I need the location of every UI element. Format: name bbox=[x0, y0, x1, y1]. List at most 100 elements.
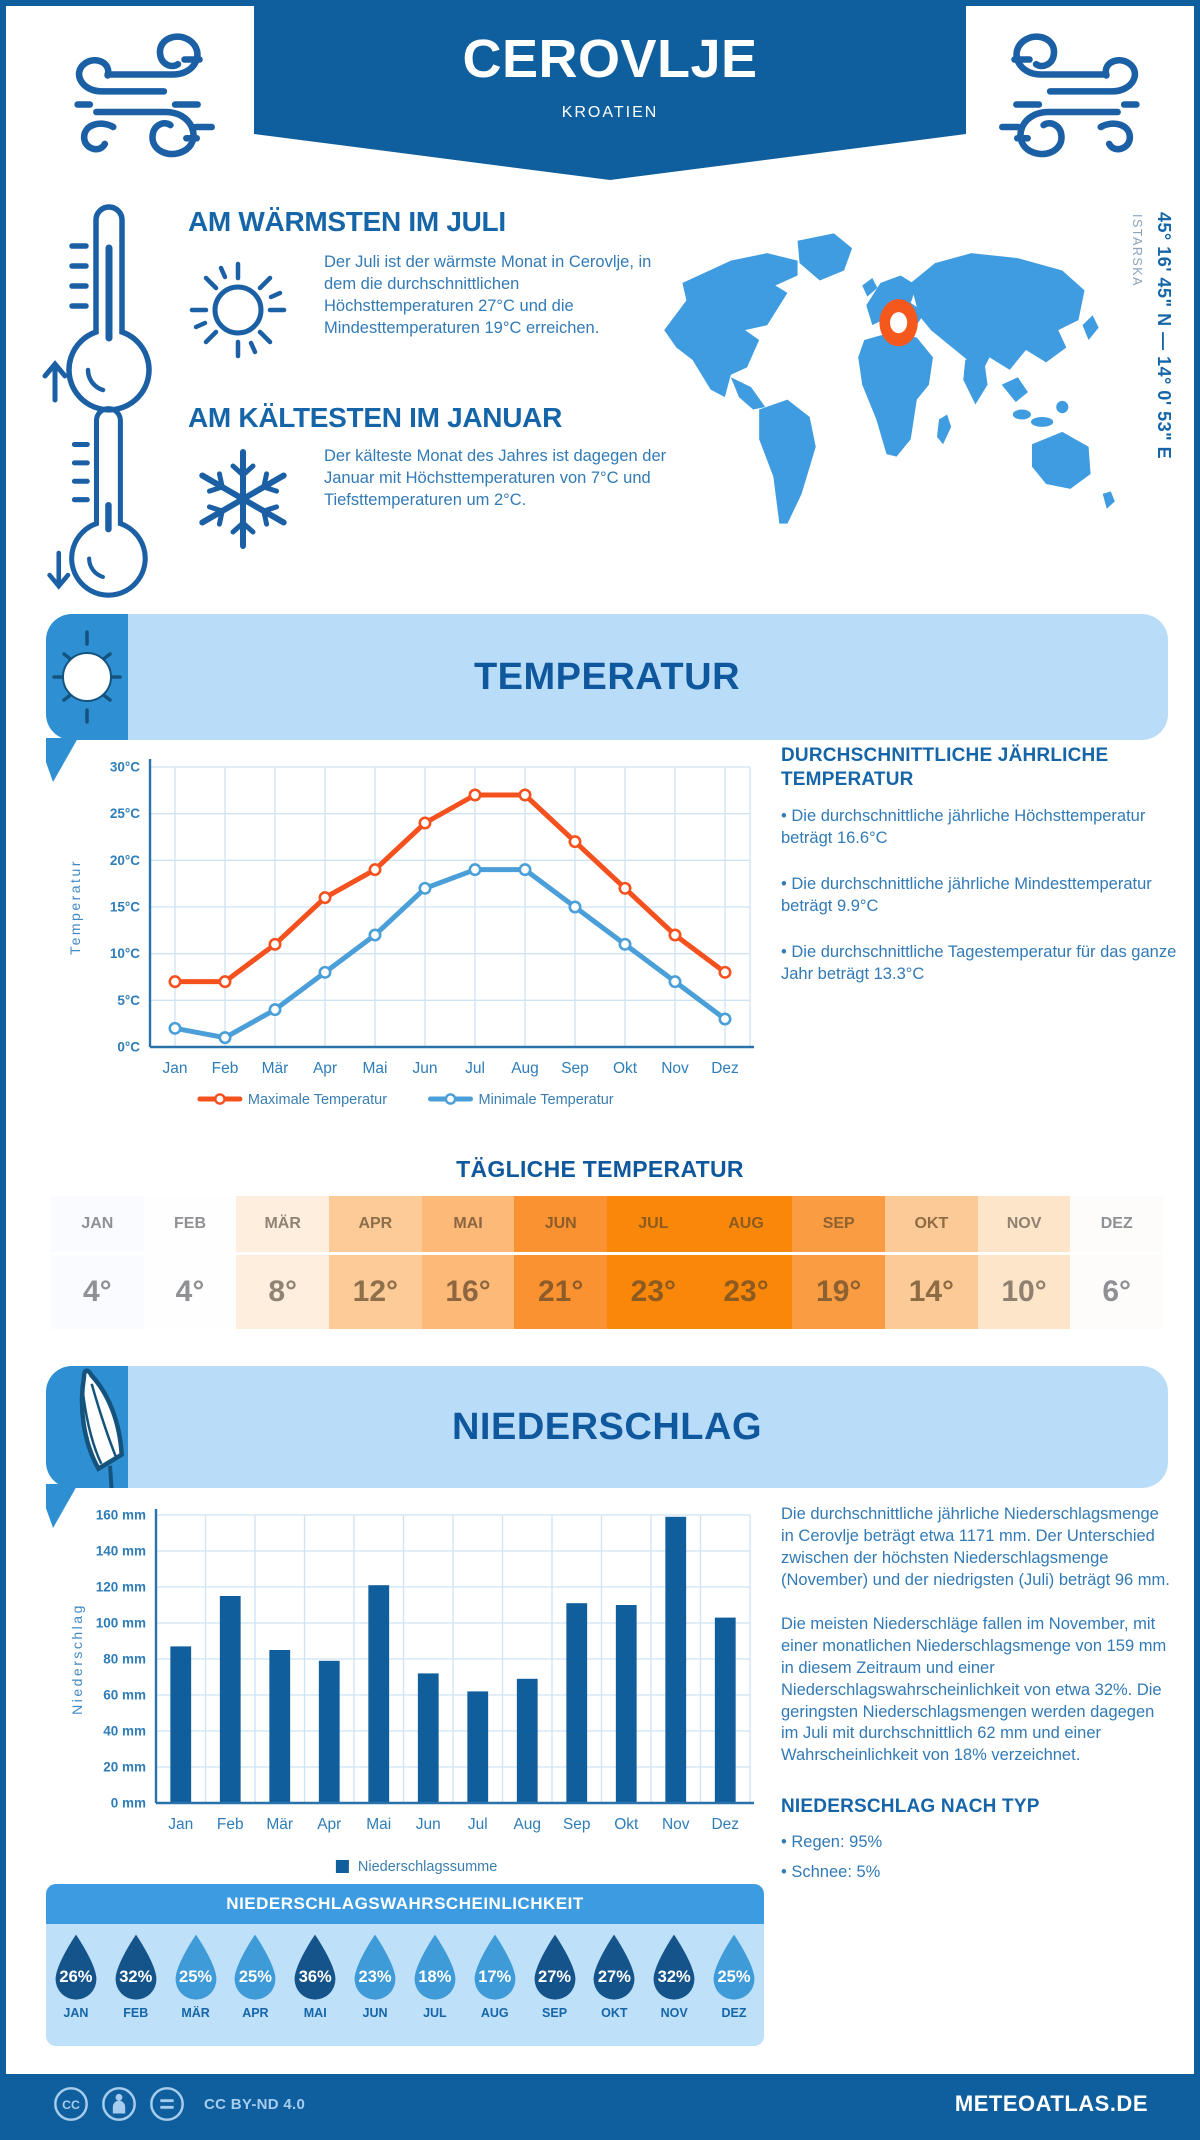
thermometer-cold-icon bbox=[47, 406, 148, 598]
svg-text:Aug: Aug bbox=[511, 1060, 539, 1077]
svg-text:10°C: 10°C bbox=[110, 946, 140, 961]
precipitation-section-title: NIEDERSCHLAG bbox=[451, 1405, 763, 1448]
svg-text:Mär: Mär bbox=[262, 1060, 289, 1077]
coldest-body: Der kälteste Monat des Jahres ist dagege… bbox=[324, 447, 667, 509]
probability-droplet: 27% OKT bbox=[584, 1932, 644, 2046]
daily-temp-value: 4° bbox=[51, 1255, 144, 1329]
warmest-body: Der Juli ist der wärmste Monat in Cerovl… bbox=[324, 253, 652, 337]
svg-text:Aug: Aug bbox=[513, 1816, 541, 1833]
daily-temp-value: 19° bbox=[792, 1255, 886, 1329]
svg-text:Feb: Feb bbox=[212, 1060, 239, 1077]
svg-text:Dez: Dez bbox=[711, 1060, 739, 1077]
svg-text:Jul: Jul bbox=[465, 1060, 485, 1077]
precipitation-type-item: • Schnee: 5% bbox=[781, 1862, 881, 1881]
probability-month: NOV bbox=[660, 2006, 688, 2020]
droplet-icon bbox=[713, 1934, 755, 2000]
svg-text:Niederschlagssumme: Niederschlagssumme bbox=[358, 1859, 497, 1875]
probability-droplets-row: 26% JAN 32% FEB 25% MÄR 25% APR 36% MAI 23% JUN 18% J… bbox=[46, 1924, 764, 2046]
svg-text:25°C: 25°C bbox=[110, 806, 140, 821]
precipitation-chart: 0 mm 20 mm 40 mm 60 mm 80 mm 100 mm 120 mm 140 … bbox=[69, 1508, 754, 1875]
cc-icon: CC bbox=[54, 2087, 88, 2121]
droplet-icon bbox=[234, 1934, 276, 2000]
probability-value: 25% bbox=[179, 1968, 213, 1986]
probability-droplet: 32% FEB bbox=[106, 1932, 166, 2046]
daily-temp-column: AUG 23° bbox=[699, 1196, 793, 1329]
svg-text:160 mm: 160 mm bbox=[96, 1508, 146, 1523]
svg-text:5°C: 5°C bbox=[117, 993, 140, 1008]
daily-temp-month: JUL bbox=[607, 1196, 700, 1255]
probability-month: APR bbox=[242, 2006, 269, 2020]
probability-droplet: 25% APR bbox=[225, 1932, 285, 2046]
probability-droplet: 18% JUL bbox=[405, 1932, 465, 2046]
svg-text:100 mm: 100 mm bbox=[96, 1616, 146, 1631]
daily-temp-column: DEZ 6° bbox=[1070, 1196, 1164, 1329]
daily-temp-month: FEB bbox=[143, 1196, 237, 1255]
probability-droplet: 26% JAN bbox=[46, 1932, 106, 2046]
annual-bullet: • Die durchschnittliche jährliche Höchst… bbox=[781, 807, 1146, 847]
daily-temp-column: JUL 23° bbox=[607, 1196, 700, 1329]
probability-value: 25% bbox=[717, 1968, 751, 1986]
daily-temp-value: 12° bbox=[329, 1255, 422, 1329]
daily-temp-value: 21° bbox=[514, 1255, 608, 1329]
annual-temperature-heading: DURCHSCHNITTLICHE JÄHRLICHE TEMPERATUR bbox=[781, 745, 1109, 791]
droplet-icon bbox=[294, 1934, 336, 2000]
droplet-icon bbox=[474, 1934, 516, 2000]
svg-text:Jun: Jun bbox=[413, 1060, 438, 1077]
svg-text:Niederschlag: Niederschlag bbox=[69, 1603, 85, 1715]
daily-temp-column: SEP 19° bbox=[792, 1196, 886, 1329]
site-name: METEOATLAS.DE bbox=[954, 2091, 1148, 2116]
header-banner bbox=[254, 6, 966, 134]
probability-droplet: 25% DEZ bbox=[704, 1932, 764, 2046]
probability-month: MAI bbox=[303, 2006, 327, 2020]
droplet-icon bbox=[534, 1934, 575, 2000]
probability-value: 25% bbox=[238, 1968, 272, 1986]
daily-temp-month: APR bbox=[329, 1196, 422, 1255]
svg-text:30°C: 30°C bbox=[110, 760, 140, 775]
svg-text:Jan: Jan bbox=[163, 1060, 188, 1077]
daily-temp-month: JAN bbox=[51, 1196, 144, 1255]
droplet-icon bbox=[414, 1934, 456, 2000]
svg-text:Sep: Sep bbox=[563, 1816, 591, 1833]
svg-text:80 mm: 80 mm bbox=[103, 1652, 146, 1667]
droplet-icon bbox=[115, 1934, 157, 2000]
svg-text:Jun: Jun bbox=[416, 1816, 441, 1833]
coldest-heading: AM KÄLTESTEN IM JANUAR bbox=[188, 402, 562, 433]
probability-value: 17% bbox=[478, 1968, 512, 1986]
svg-text:Maximale Temperatur: Maximale Temperatur bbox=[248, 1092, 387, 1108]
annual-bullet: • Die durchschnittliche jährliche Mindes… bbox=[781, 874, 1152, 915]
daily-temp-value: 10° bbox=[977, 1255, 1071, 1329]
probability-droplet: 32% NOV bbox=[644, 1932, 704, 2046]
svg-text:0 mm: 0 mm bbox=[111, 1796, 146, 1811]
precipitation-probability-panel: NIEDERSCHLAGSWAHRSCHEINLICHKEIT 26% JAN 32… bbox=[46, 1884, 764, 2046]
daily-temp-month: AUG bbox=[699, 1196, 793, 1255]
svg-text:CC: CC bbox=[62, 2098, 80, 2112]
daily-temp-month: MAI bbox=[421, 1196, 515, 1255]
daily-temp-column: NOV 10° bbox=[977, 1196, 1071, 1329]
probability-droplet: 23% JUN bbox=[345, 1932, 405, 2046]
probability-droplet: 17% AUG bbox=[465, 1932, 525, 2046]
sun-banner-icon bbox=[52, 630, 122, 724]
svg-text:Mai: Mai bbox=[366, 1816, 391, 1833]
world-map bbox=[664, 233, 1115, 524]
annual-bullet: • Die durchschnittliche Tagestemperatur … bbox=[781, 942, 1177, 983]
probability-droplet: 27% SEP bbox=[525, 1932, 585, 2046]
header-banner-chevron bbox=[254, 134, 966, 180]
daily-temp-month: DEZ bbox=[1070, 1196, 1164, 1255]
daily-temp-column: MÄR 8° bbox=[236, 1196, 330, 1329]
probability-droplet: 36% MAI bbox=[285, 1932, 345, 2046]
daily-temp-month: NOV bbox=[977, 1196, 1071, 1255]
daily-temp-month: MÄR bbox=[236, 1196, 330, 1255]
precipitation-section-banner: NIEDERSCHLAG bbox=[46, 1366, 1168, 1501]
droplet-icon bbox=[593, 1934, 635, 2000]
daily-temp-column: MAI 16° bbox=[421, 1196, 515, 1329]
svg-text:Mär: Mär bbox=[266, 1816, 293, 1833]
precipitation-type-item: • Regen: 95% bbox=[781, 1832, 883, 1851]
sun-icon bbox=[189, 261, 287, 359]
daily-temp-value: 6° bbox=[1070, 1255, 1164, 1329]
svg-text:Okt: Okt bbox=[614, 1816, 639, 1833]
probability-value: 27% bbox=[597, 1968, 631, 1986]
page-subtitle: KROATIEN bbox=[561, 104, 659, 121]
svg-text:40 mm: 40 mm bbox=[103, 1724, 146, 1739]
svg-text:Nov: Nov bbox=[662, 1816, 690, 1833]
license-group: CC CC BY-ND 4.0 bbox=[52, 2085, 305, 2123]
